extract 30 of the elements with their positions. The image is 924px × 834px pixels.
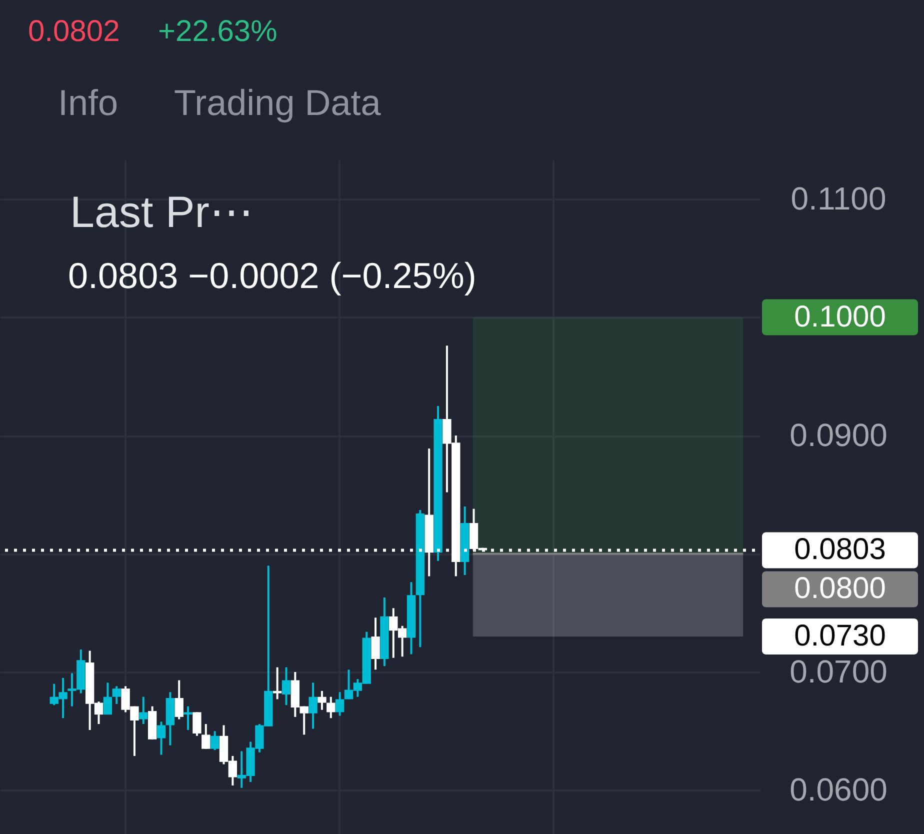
y-tick-label: 0.1100	[790, 180, 886, 217]
text: 0.0803 −0.0002 (−0.25%)	[68, 255, 476, 296]
y-tick-label: 0.0900	[790, 417, 888, 454]
candlestick	[282, 666, 291, 706]
text: Trading Data	[174, 82, 382, 123]
candlestick	[326, 696, 336, 720]
candlestick	[308, 682, 318, 730]
text: 0.0802	[28, 15, 120, 48]
candlestick	[272, 666, 282, 700]
band-label: 0.1000	[794, 300, 886, 334]
text: +22.63%	[158, 15, 278, 48]
candlestick	[371, 616, 380, 671]
text: Info	[58, 82, 118, 123]
text: Last Pr⋯	[70, 188, 254, 237]
candlestick	[156, 720, 166, 756]
candlestick	[103, 682, 112, 716]
ref-line-label: 0.0803	[794, 533, 886, 566]
candlestick	[202, 723, 210, 750]
candlestick	[139, 696, 148, 726]
candlestick	[335, 691, 344, 717]
candlestick	[184, 705, 192, 731]
candlestick	[174, 679, 184, 720]
y-tick-label: 0.0600	[790, 772, 888, 808]
candlestick	[192, 711, 202, 737]
ref-line-label: 0.0800	[794, 572, 886, 606]
candlestick	[318, 690, 326, 711]
band-label: 0.0730	[794, 620, 886, 653]
y-tick-label: 0.0700	[790, 654, 888, 690]
candlestick	[112, 685, 121, 705]
candlestick	[210, 730, 220, 752]
